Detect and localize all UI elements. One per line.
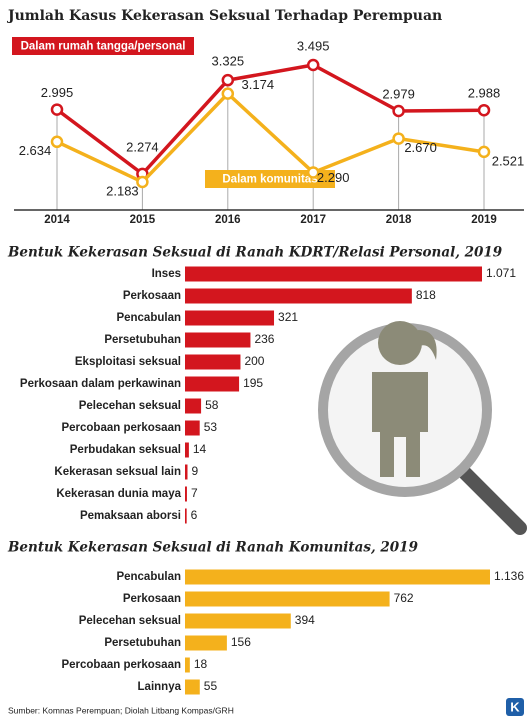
bar (185, 570, 490, 585)
category-label: Pelecehan seksual (79, 615, 181, 627)
category-label: Pemaksaan aborsi (80, 510, 181, 522)
x-tick-label: 2015 (130, 214, 156, 226)
point (394, 106, 404, 116)
value-label: 2.979 (382, 86, 415, 101)
value-label: 2.995 (41, 85, 74, 100)
chart-title: Bentuk Kekerasan Seksual di Ranah KDRT/R… (7, 245, 503, 261)
point (479, 105, 489, 115)
value-label: 2.274 (126, 139, 159, 154)
chart-title: Jumlah Kasus Kekerasan Seksual Terhadap … (6, 8, 442, 24)
category-label: Lainnya (138, 681, 182, 693)
logo: K (510, 699, 520, 714)
value-label: 2.290 (317, 170, 350, 185)
value-label: 18 (194, 657, 208, 671)
category-label: Perkosaan dalam perkawinan (20, 378, 181, 390)
category-label: Perkosaan (123, 593, 181, 605)
x-tick-label: 2019 (471, 214, 497, 226)
category-label: Kekerasan dunia maya (56, 488, 181, 500)
value-label: 2.183 (106, 183, 139, 198)
bar (185, 680, 200, 695)
point (479, 147, 489, 157)
category-label: Pencabulan (116, 571, 181, 583)
point (394, 134, 404, 144)
value-label: 394 (295, 613, 315, 627)
category-label: Persetubuhan (104, 334, 181, 346)
bar (185, 355, 240, 370)
bar (185, 592, 390, 607)
value-label: 156 (231, 635, 251, 649)
value-label: 58 (205, 398, 219, 412)
value-label: 818 (416, 288, 436, 302)
value-label: 3.174 (242, 77, 275, 92)
value-label: 2.988 (468, 86, 501, 101)
x-tick-label: 2014 (44, 214, 70, 226)
category-label: Persetubuhan (104, 637, 181, 649)
legend-label: Dalam rumah tangga/personal (21, 41, 186, 53)
bar (185, 333, 250, 348)
value-label: 1.071 (486, 266, 516, 280)
value-label: 53 (204, 420, 218, 434)
bar (185, 421, 200, 436)
value-label: 3.325 (212, 54, 245, 69)
bar (185, 289, 412, 304)
category-label: Inses (152, 268, 181, 280)
value-label: 762 (394, 591, 414, 605)
value-label: 9 (191, 464, 198, 478)
bar (185, 311, 274, 326)
magnifier-illustration (323, 321, 520, 528)
bar (185, 377, 239, 392)
bar (185, 487, 187, 502)
category-label: Percobaan perkosaan (61, 659, 181, 671)
value-label: 321 (278, 310, 298, 324)
value-label: 55 (204, 679, 218, 693)
value-label: 2.521 (492, 153, 525, 168)
category-label: Perbudakan seksual (70, 444, 181, 456)
bar (185, 509, 187, 524)
point (52, 137, 62, 147)
point (223, 75, 233, 85)
value-label: 2.670 (404, 140, 437, 155)
value-label: 3.495 (297, 38, 330, 53)
value-label: 14 (193, 442, 207, 456)
chart-title: Bentuk Kekerasan Seksual di Ranah Komuni… (7, 540, 419, 556)
category-label: Percobaan perkosaan (61, 422, 181, 434)
value-label: 6 (191, 508, 198, 522)
bar (185, 614, 291, 629)
value-label: 2.634 (19, 143, 52, 158)
category-label: Pelecehan seksual (79, 400, 181, 412)
value-label: 7 (191, 486, 198, 500)
legend-label: Dalam komunitas (222, 174, 317, 186)
point (308, 60, 318, 70)
category-label: Eksploitasi seksual (75, 356, 181, 368)
value-label: 195 (243, 376, 263, 390)
series-line (57, 94, 484, 182)
bar (185, 443, 189, 458)
bar (185, 658, 190, 673)
point (137, 177, 147, 187)
value-label: 236 (254, 332, 274, 346)
category-label: Perkosaan (123, 290, 181, 302)
bar (185, 399, 201, 414)
point (223, 89, 233, 99)
value-label: 1.136 (494, 569, 524, 583)
bar (185, 267, 482, 282)
value-label: 200 (244, 354, 264, 368)
x-tick-label: 2018 (386, 214, 412, 226)
bar (185, 465, 187, 480)
category-label: Pencabulan (116, 312, 181, 324)
point (52, 105, 62, 115)
x-tick-label: 2016 (215, 214, 241, 226)
category-label: Kekerasan seksual lain (54, 466, 181, 478)
bar (185, 636, 227, 651)
source: Sumber: Komnas Perempuan; Diolah Litbang… (8, 705, 234, 715)
infographic: Jumlah Kasus Kekerasan Seksual Terhadap … (0, 0, 528, 719)
x-tick-label: 2017 (300, 214, 326, 226)
